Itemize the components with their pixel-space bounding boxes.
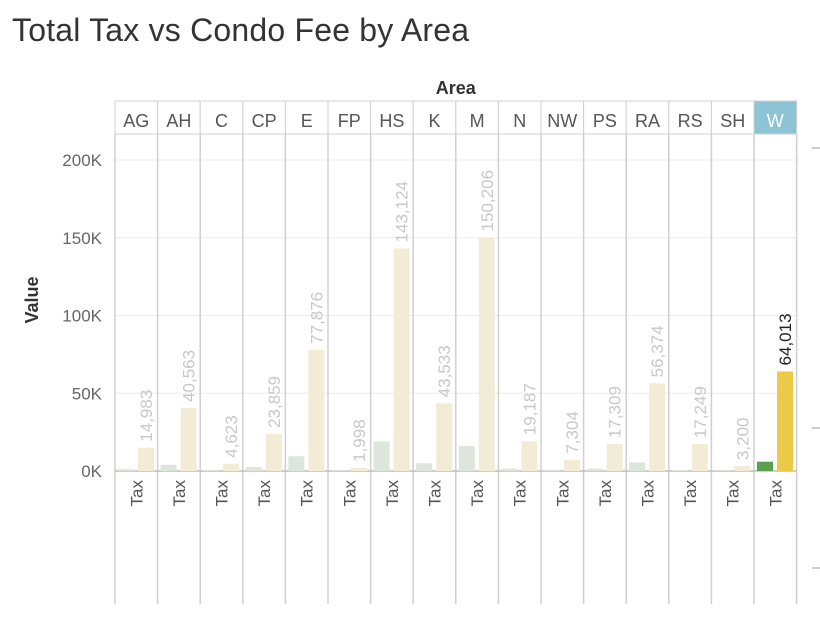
tax-data-label: 77,876 bbox=[307, 292, 326, 344]
tax-bar[interactable] bbox=[564, 459, 580, 471]
area-header-label: CP bbox=[252, 111, 277, 131]
condo-fee-bar[interactable] bbox=[373, 441, 390, 471]
area-header-label: M bbox=[470, 111, 485, 131]
tax-data-label: 1,998 bbox=[350, 419, 369, 462]
condo-fee-bar[interactable] bbox=[501, 468, 518, 471]
tax-data-label: 43,533 bbox=[435, 345, 454, 397]
tax-data-label: 14,983 bbox=[137, 390, 156, 442]
tax-data-label: 64,013 bbox=[776, 313, 795, 365]
tax-data-label: 4,623 bbox=[222, 415, 241, 458]
tax-data-label: 40,563 bbox=[180, 350, 199, 402]
tax-data-label: 3,200 bbox=[733, 417, 752, 460]
tax-bar[interactable] bbox=[521, 441, 538, 471]
x-category-label: Tax bbox=[426, 480, 445, 507]
x-category-label: Tax bbox=[553, 480, 572, 507]
condo-fee-bar[interactable] bbox=[629, 462, 646, 471]
tax-bar[interactable] bbox=[393, 248, 410, 471]
tax-data-label: 143,124 bbox=[393, 181, 412, 242]
y-axis-title: Value bbox=[22, 276, 42, 323]
tax-data-label: 150,206 bbox=[478, 170, 497, 231]
area-header-label: HS bbox=[379, 111, 404, 131]
condo-fee-bar[interactable] bbox=[544, 469, 560, 471]
tax-bar[interactable] bbox=[606, 444, 623, 471]
area-header-label: W bbox=[767, 111, 784, 131]
tax-bar[interactable] bbox=[649, 383, 666, 471]
x-category-label: Tax bbox=[170, 480, 189, 507]
area-header-label: C bbox=[215, 111, 228, 131]
y-tick-label: 150K bbox=[62, 229, 102, 248]
area-header-label: SH bbox=[720, 111, 745, 131]
tax-bar[interactable] bbox=[351, 467, 367, 471]
tax-data-label: 17,249 bbox=[691, 386, 710, 438]
area-header-label: K bbox=[428, 111, 440, 131]
area-header-cell[interactable] bbox=[710, 100, 755, 135]
area-header-cell[interactable] bbox=[455, 100, 499, 135]
tax-bar[interactable] bbox=[265, 433, 282, 471]
area-header-cell[interactable] bbox=[157, 100, 201, 135]
y-tick-label: 0K bbox=[81, 462, 102, 481]
chart-title: Total Tax vs Condo Fee by Area bbox=[12, 12, 470, 48]
area-header-label: E bbox=[301, 111, 313, 131]
x-category-label: Tax bbox=[639, 480, 658, 507]
x-category-label: Tax bbox=[213, 480, 232, 507]
x-category-label: Tax bbox=[511, 480, 530, 507]
x-category-label: Tax bbox=[724, 480, 743, 507]
tax-data-label: 19,187 bbox=[520, 383, 539, 435]
condo-fee-bar[interactable] bbox=[288, 456, 305, 471]
tax-bar[interactable] bbox=[223, 463, 240, 471]
area-header-label: NW bbox=[547, 111, 577, 131]
condo-fee-bar[interactable] bbox=[586, 468, 603, 471]
x-category-label: Tax bbox=[383, 480, 402, 507]
area-header-label: AH bbox=[166, 111, 191, 131]
condo-fee-bar[interactable] bbox=[671, 470, 688, 471]
tax-bar[interactable] bbox=[436, 403, 453, 471]
area-header-cell[interactable] bbox=[668, 100, 712, 135]
tax-data-label: 7,304 bbox=[563, 411, 582, 454]
tax-bar[interactable] bbox=[478, 237, 495, 471]
area-header-cell[interactable] bbox=[114, 100, 159, 135]
tax-bar[interactable] bbox=[308, 349, 325, 471]
y-tick-label: 50K bbox=[72, 384, 103, 403]
area-header-cell[interactable] bbox=[583, 100, 627, 135]
area-header-label: PS bbox=[593, 111, 617, 131]
area-header-label: FP bbox=[338, 111, 361, 131]
tax-data-label: 56,374 bbox=[648, 325, 667, 377]
tax-bar[interactable] bbox=[180, 407, 197, 471]
tax-bar[interactable] bbox=[691, 444, 708, 471]
x-category-label: Tax bbox=[298, 480, 317, 507]
area-header-label: RS bbox=[678, 111, 703, 131]
tax-data-label: 17,309 bbox=[606, 386, 625, 438]
condo-fee-bar[interactable] bbox=[458, 446, 475, 471]
area-header-cell[interactable] bbox=[625, 100, 670, 135]
tax-data-label: 23,859 bbox=[265, 376, 284, 428]
tax-bar[interactable] bbox=[734, 466, 751, 471]
y-tick-label: 100K bbox=[62, 307, 102, 326]
condo-fee-bar[interactable] bbox=[757, 461, 773, 471]
area-header-cell[interactable] bbox=[370, 100, 414, 135]
condo-fee-bar[interactable] bbox=[160, 464, 177, 471]
area-header-label: AG bbox=[123, 111, 149, 131]
x-category-label: Tax bbox=[468, 480, 487, 507]
condo-fee-bar[interactable] bbox=[203, 470, 220, 471]
area-header-label: N bbox=[513, 111, 526, 131]
x-category-label: Tax bbox=[255, 480, 274, 507]
condo-fee-bar[interactable] bbox=[416, 463, 433, 471]
tax-bar[interactable] bbox=[138, 447, 154, 471]
area-header-cell[interactable] bbox=[327, 100, 372, 135]
area-header-cell[interactable] bbox=[412, 100, 457, 135]
condo-fee-bar[interactable] bbox=[118, 469, 134, 471]
condo-fee-bar[interactable] bbox=[245, 467, 262, 471]
tax-bar[interactable] bbox=[777, 371, 793, 471]
area-header-label: RA bbox=[635, 111, 660, 131]
area-header-cell[interactable] bbox=[753, 100, 798, 135]
x-category-label: Tax bbox=[127, 480, 146, 507]
column-header: Area bbox=[436, 78, 477, 98]
x-category-label: Tax bbox=[596, 480, 615, 507]
x-category-label: Tax bbox=[766, 480, 785, 507]
x-category-label: Tax bbox=[681, 480, 700, 507]
area-header-cell[interactable] bbox=[540, 100, 585, 135]
y-tick-label: 200K bbox=[62, 151, 102, 170]
x-category-label: Tax bbox=[340, 480, 359, 507]
